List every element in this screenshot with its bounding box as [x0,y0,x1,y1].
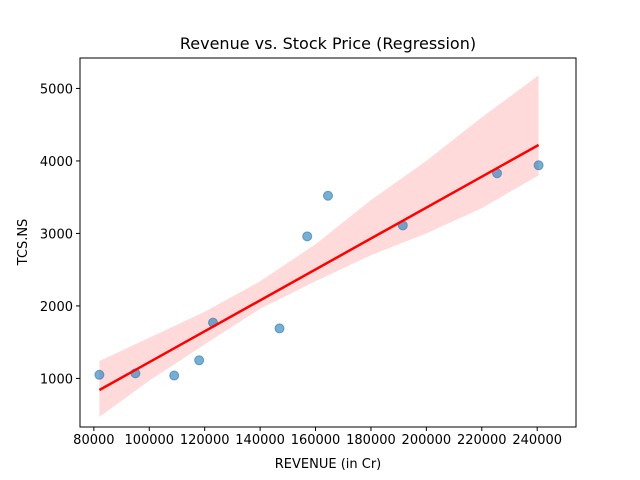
scatter-point [302,231,313,242]
x-tick-label: 180000 [346,433,396,448]
x-axis-ticks: 80000 100000 120000 140000 160000 180000 20000… [73,427,562,448]
scatter-point [169,370,180,381]
plot-area [94,75,544,417]
y-tick-label: 3000 [40,227,73,242]
scatter-point [194,355,205,366]
confidence-band [99,75,539,417]
y-tick-label: 1000 [40,372,73,387]
x-tick-label: 120000 [180,433,230,448]
x-tick-label: 140000 [235,433,285,448]
x-tick-label: 200000 [402,433,452,448]
y-tick-label: 5000 [40,82,73,97]
scatter-point [323,190,333,201]
x-axis-label: REVENUE (in Cr) [275,457,382,472]
scatter-point [274,323,285,334]
scatter-point [533,160,544,171]
x-tick-label: 160000 [291,433,341,448]
y-tick-label: 4000 [40,155,73,170]
scatter-point [94,369,105,380]
y-axis-ticks: 1000 2000 3000 4000 5000 [40,82,80,387]
axes-frame [79,57,577,428]
x-tick-label: 80000 [73,433,114,448]
x-tick-label: 240000 [512,433,562,448]
regression-line [98,143,540,392]
x-tick-label: 100000 [124,433,174,448]
y-tick-label: 2000 [40,300,73,315]
chart-title: Revenue vs. Stock Price (Regression) [180,34,476,53]
y-axis-label: TCS.NS [16,219,31,267]
x-tick-label: 220000 [457,433,507,448]
